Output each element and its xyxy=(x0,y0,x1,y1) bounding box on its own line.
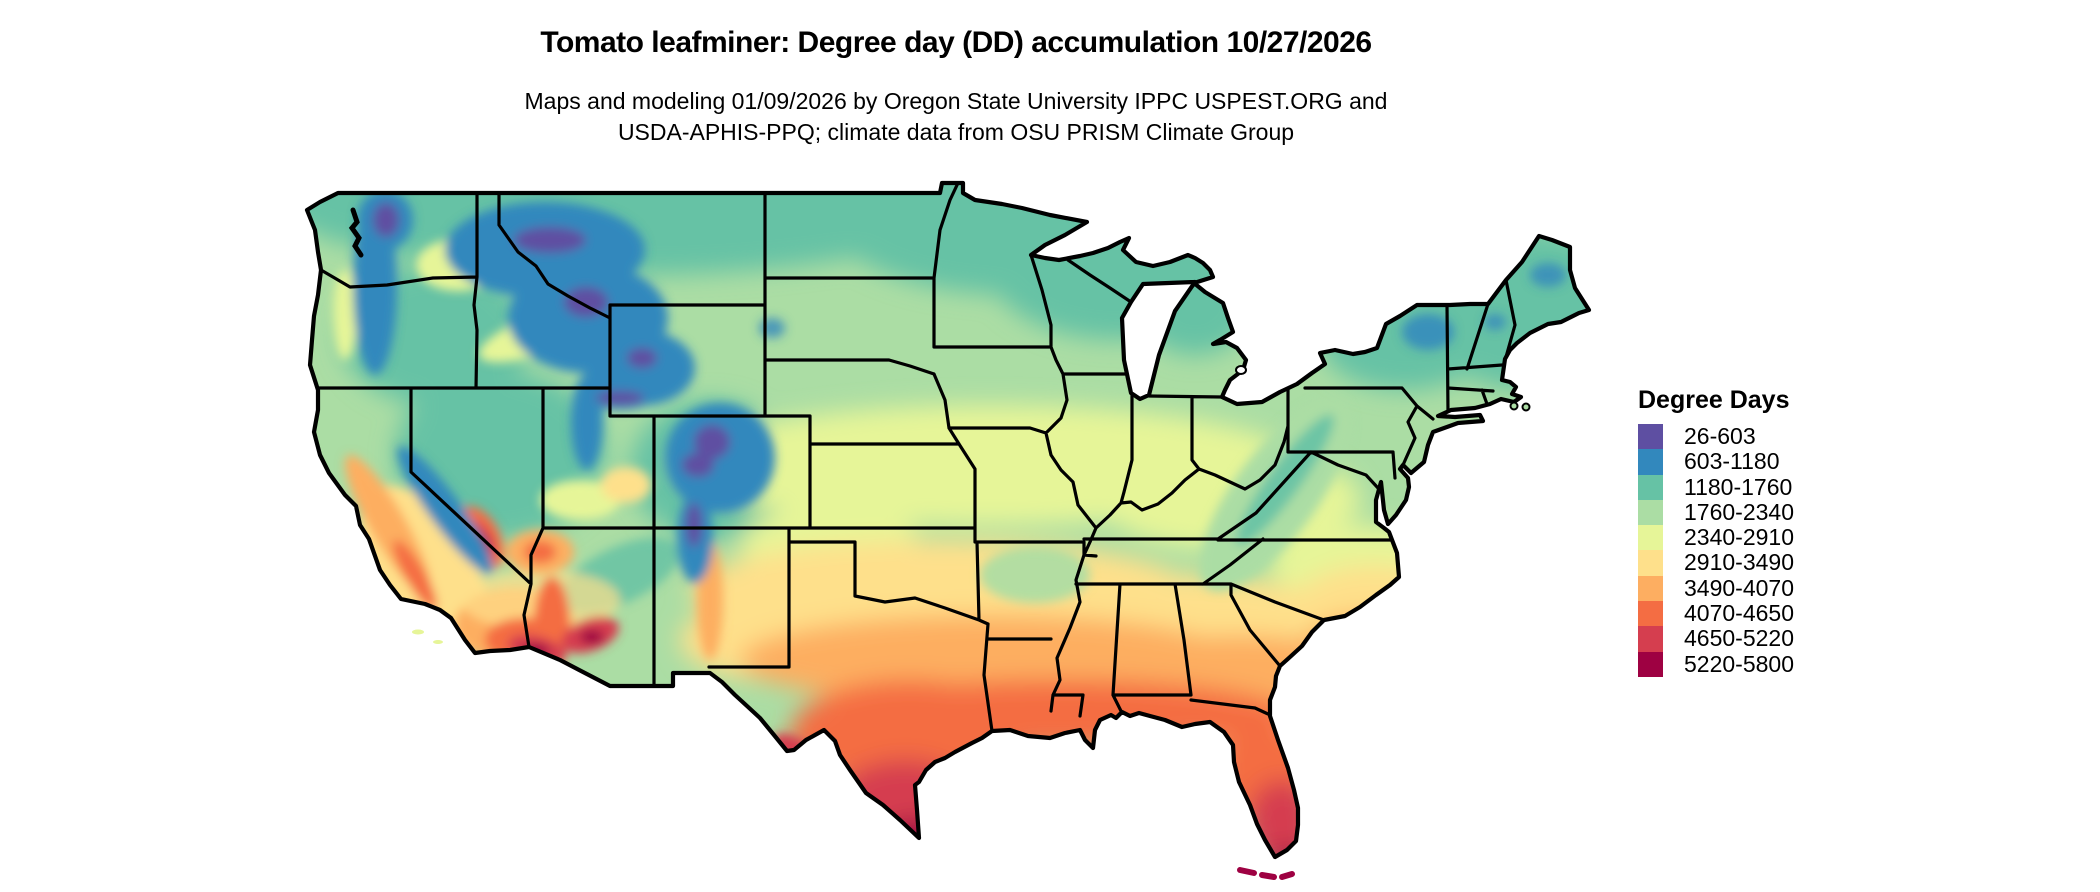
legend-label: 2340-2910 xyxy=(1684,524,1794,551)
legend-label: 26-603 xyxy=(1684,423,1756,449)
legend-label: 1760-2340 xyxy=(1684,498,1794,525)
map-subtitle-line1: Maps and modeling 01/09/2026 by Oregon S… xyxy=(524,88,1388,114)
channel-islands xyxy=(433,640,443,644)
legend-row: 3490-4070 xyxy=(1638,574,1794,602)
legend-row: 4650-5220 xyxy=(1638,625,1794,652)
legend-row: 2910-3490 xyxy=(1638,549,1794,576)
legend-row: 1760-2340 xyxy=(1638,498,1794,526)
legend-rows: 26-603 603-1180 1180-1760 1760-2340 2340… xyxy=(1638,423,1794,677)
legend-row: 26-603 xyxy=(1638,423,1794,450)
legend-swatch xyxy=(1638,499,1663,526)
legend-swatch xyxy=(1638,525,1663,551)
legend-swatch xyxy=(1638,449,1663,475)
legend-label: 2910-3490 xyxy=(1684,549,1794,576)
legend-row: 603-1180 xyxy=(1638,448,1794,475)
legend-label: 603-1180 xyxy=(1684,448,1780,475)
puget-sound xyxy=(348,207,364,258)
map-subtitle: Maps and modeling 01/09/2026 by Oregon S… xyxy=(0,86,1912,148)
climate-bands xyxy=(307,183,1589,857)
legend: Degree Days 26-603 603-1180 1180-1760 17… xyxy=(1638,388,1794,677)
state-borders xyxy=(316,183,1517,733)
legend-swatch xyxy=(1638,424,1663,450)
legend-swatch xyxy=(1638,550,1663,576)
legend-label: 1180-1760 xyxy=(1684,473,1793,500)
legend-label: 5220-5800 xyxy=(1684,650,1794,677)
nantucket-island xyxy=(1521,402,1531,412)
legend-label: 4070-4650 xyxy=(1684,600,1794,627)
legend-row: 4070-4650 xyxy=(1638,600,1794,627)
map-title: Tomato leafminer: Degree day (DD) accumu… xyxy=(540,26,1372,59)
chart-header: Tomato leafminer: Degree day (DD) accumu… xyxy=(0,0,1912,148)
legend-swatch xyxy=(1638,651,1663,677)
degree-day-raster xyxy=(307,183,1589,857)
legend-label: 3490-4070 xyxy=(1684,574,1794,601)
legend-label: 4650-5220 xyxy=(1684,625,1794,652)
lake-st-clair xyxy=(1235,365,1247,375)
legend-swatch xyxy=(1638,601,1663,627)
florida-keys xyxy=(1237,867,1295,880)
us-outline xyxy=(304,180,1592,860)
map-subtitle-line2: USDA-APHIS-PPQ; climate data from OSU PR… xyxy=(617,119,1295,145)
marthas-vineyard-island xyxy=(1509,401,1519,411)
channel-islands xyxy=(412,629,424,635)
legend-row: 2340-2910 xyxy=(1638,524,1794,551)
legend-swatch xyxy=(1638,474,1663,500)
legend-swatch xyxy=(1638,575,1663,602)
legend-row: 5220-5800 xyxy=(1638,650,1794,677)
legend-row: 1180-1760 xyxy=(1638,473,1794,500)
legend-title: Degree Days xyxy=(1638,386,1790,414)
legend-swatch xyxy=(1638,626,1663,652)
us-map-svg xyxy=(304,180,1592,880)
us-degree-day-map xyxy=(290,170,1610,890)
